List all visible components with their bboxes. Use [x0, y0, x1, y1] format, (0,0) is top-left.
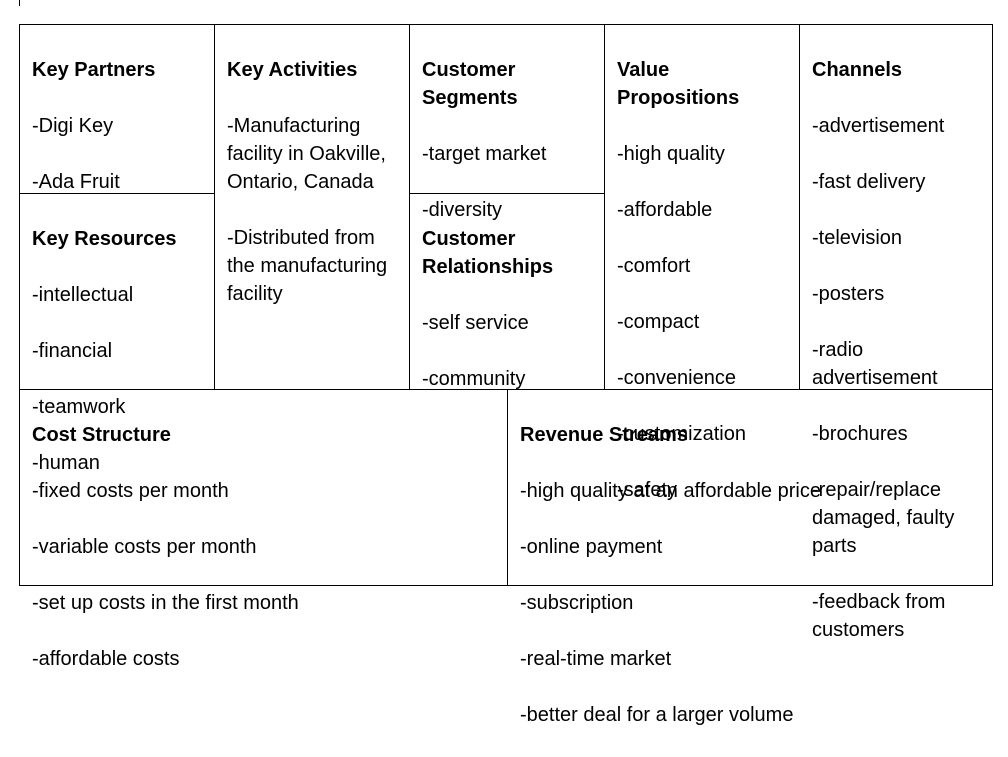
- list-item: -Distributed from the manufacturing faci…: [227, 227, 388, 305]
- list-item: -Digi Key: [32, 115, 114, 137]
- cost-structure-cell: Cost Structure -fixed costs per month -v…: [20, 390, 507, 670]
- list-item: -fast delivery: [812, 171, 926, 193]
- list-item: -safety: [617, 479, 678, 501]
- list-item: -radio advertisement: [812, 339, 938, 389]
- key-activities-cell: Key Activities -Manufacturing facility i…: [215, 25, 409, 389]
- customer-relationships-title: Customer Relationships: [422, 228, 554, 278]
- customer-segments-title: Customer Segments: [422, 59, 518, 109]
- list-item: -human: [32, 452, 100, 474]
- list-item: -better deal for a larger volume: [520, 704, 794, 726]
- divider: [20, 193, 215, 194]
- divider: [799, 25, 800, 389]
- channels-cell: Channels -advertisement -fast delivery -…: [800, 25, 992, 641]
- list-item: -target market: [422, 143, 547, 165]
- business-model-canvas: Key Partners -Digi Key -Ada Fruit Key Re…: [19, 24, 993, 726]
- cost-structure-title: Cost Structure: [32, 424, 171, 446]
- list-item: -affordable costs: [32, 648, 180, 670]
- list-item: -brochures: [812, 423, 908, 445]
- customer-relationships-cell: Customer Relationships -self service -co…: [410, 194, 604, 390]
- list-item: -Manufacturing facility in Oakville, Ont…: [227, 115, 386, 193]
- list-item: -high quality at an affordable price: [520, 480, 821, 502]
- key-partners-title: Key Partners: [32, 59, 156, 81]
- divider: [604, 25, 605, 389]
- list-item: -comfort: [617, 255, 691, 277]
- list-item: -fixed costs per month: [32, 480, 229, 502]
- list-item: -community: [422, 368, 526, 390]
- value-propositions-title: Value Propositions: [617, 59, 740, 109]
- list-item: -affordable: [617, 199, 713, 221]
- value-propositions-cell: Value Propositions -high quality -afford…: [605, 25, 799, 501]
- list-item: -intellectual: [32, 284, 134, 306]
- list-item: -posters: [812, 283, 885, 305]
- key-activities-title: Key Activities: [227, 59, 358, 81]
- list-item: -set up costs in the first month: [32, 592, 299, 614]
- divider: [409, 25, 410, 389]
- divider: [214, 25, 215, 389]
- list-item: -Ada Fruit: [32, 171, 120, 193]
- revenue-streams-title: Revenue Streams: [520, 424, 688, 446]
- key-partners-cell: Key Partners -Digi Key -Ada Fruit: [20, 25, 214, 193]
- list-item: -subscription: [520, 592, 634, 614]
- text-cursor: [19, 0, 20, 6]
- list-item: -variable costs per month: [32, 536, 257, 558]
- list-item: -self service: [422, 312, 529, 334]
- list-item: -repair/replace damaged, faulty parts: [812, 479, 955, 557]
- divider: [507, 389, 508, 585]
- divider: [409, 193, 605, 194]
- revenue-streams-cell: Revenue Streams -high quality at an affo…: [508, 390, 992, 726]
- list-item: -high quality: [617, 143, 725, 165]
- list-item: -teamwork: [32, 396, 126, 418]
- list-item: -advertisement: [812, 115, 945, 137]
- list-item: -online payment: [520, 536, 663, 558]
- list-item: -diversity: [422, 199, 503, 221]
- list-item: -real-time market: [520, 648, 672, 670]
- list-item: -convenience: [617, 367, 736, 389]
- list-item: -television: [812, 227, 903, 249]
- customer-segments-cell: Customer Segments -target market -divers…: [410, 25, 604, 221]
- key-resources-title: Key Resources: [32, 228, 177, 250]
- list-item: -financial: [32, 340, 113, 362]
- list-item: -customization: [617, 423, 746, 445]
- divider: [20, 389, 992, 390]
- channels-title: Channels: [812, 59, 903, 81]
- list-item: -compact: [617, 311, 700, 333]
- key-resources-cell: Key Resources -intellectual -financial -…: [20, 194, 214, 474]
